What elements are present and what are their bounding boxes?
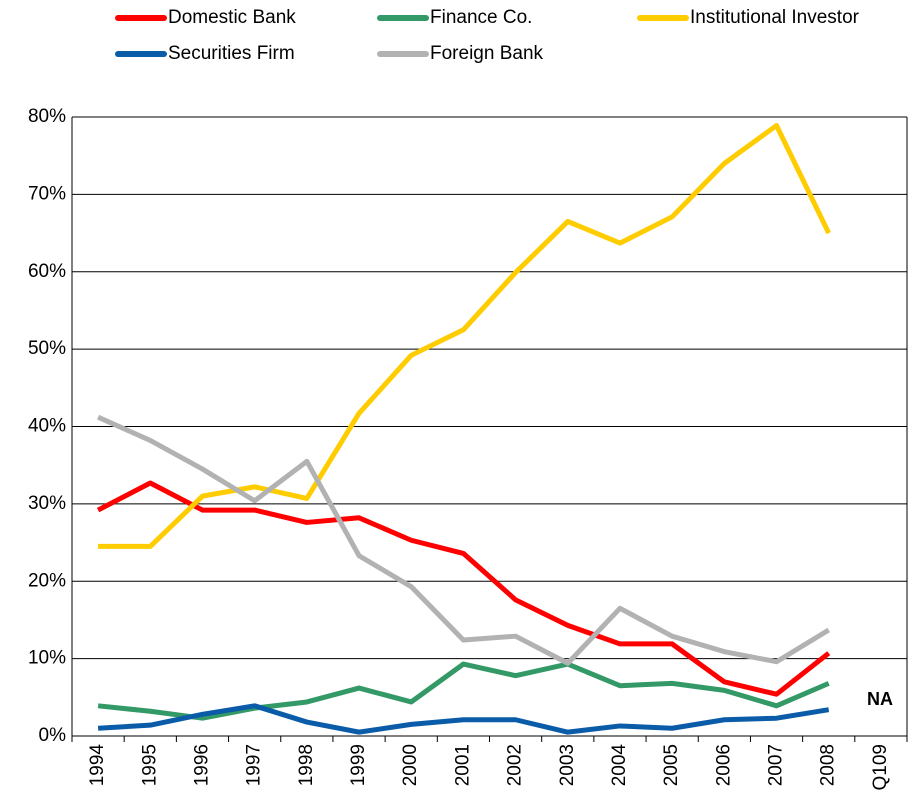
annotation: NA — [867, 689, 893, 709]
x-tick-label: 2003 — [557, 744, 578, 786]
legend-label: Domestic Bank — [168, 7, 296, 28]
series-line — [97, 661, 830, 721]
series-line — [97, 703, 830, 735]
legend-label: Foreign Bank — [430, 43, 544, 64]
x-tick-label: 2000 — [400, 744, 421, 786]
legend-label: Institutional Investor — [690, 7, 860, 28]
x-tick-label: 1998 — [296, 744, 317, 786]
x-tick-label: 2005 — [661, 744, 682, 786]
legend-label: Securities Firm — [168, 43, 295, 64]
x-tick-label: 2006 — [713, 744, 734, 786]
y-tick-label: 30% — [28, 493, 66, 514]
series-line — [98, 123, 831, 549]
y-tick-label: 60% — [28, 261, 66, 282]
y-tick-label: 40% — [28, 416, 66, 437]
y-tick-label: 80% — [28, 106, 66, 127]
x-tick-label: 1999 — [348, 744, 369, 786]
x-tick-label: 2004 — [609, 744, 630, 787]
y-tick-label: 20% — [28, 570, 66, 591]
x-tick-label: 2008 — [818, 744, 839, 786]
x-tick-label: 2002 — [505, 744, 526, 786]
x-tick-label: 1995 — [139, 744, 160, 786]
x-tick-label: 2001 — [452, 744, 473, 786]
y-tick-label: 0% — [39, 725, 67, 746]
x-tick-label: 2007 — [766, 744, 787, 786]
series-line — [96, 480, 831, 697]
x-tick-label: 1994 — [87, 744, 108, 787]
y-tick-label: 50% — [28, 338, 66, 359]
x-tick-label: Q109 — [870, 744, 891, 790]
x-tick-label: 1997 — [244, 744, 265, 786]
x-tick-label: 1996 — [191, 744, 212, 786]
y-tick-label: 10% — [28, 648, 66, 669]
y-tick-label: 70% — [28, 183, 66, 204]
legend-label: Finance Co. — [430, 7, 532, 28]
series-line — [97, 414, 831, 666]
